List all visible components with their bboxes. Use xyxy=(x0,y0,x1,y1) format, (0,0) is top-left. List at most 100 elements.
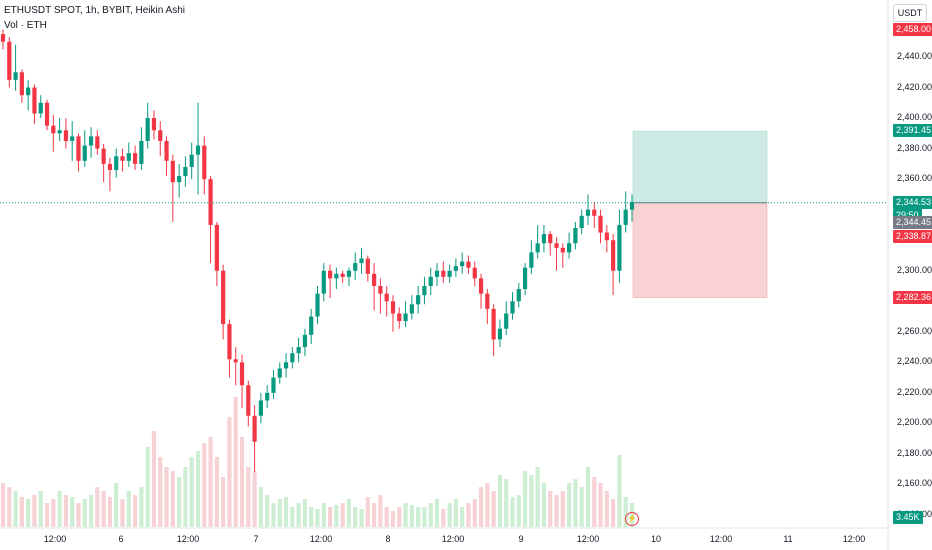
volume-tag: 3.45K xyxy=(893,511,923,524)
candle-body xyxy=(302,334,308,348)
volume-bar xyxy=(422,507,427,527)
price-axis-label: 2,180.00 xyxy=(897,447,932,458)
volume-bar xyxy=(239,437,245,527)
candle-body xyxy=(44,102,50,126)
volume-bar xyxy=(522,471,528,527)
currency-button[interactable]: USDT xyxy=(893,4,927,22)
volume-bar xyxy=(177,477,182,527)
candle-body xyxy=(277,368,282,378)
time-axis-label: 12:00 xyxy=(576,534,600,544)
volume-bar xyxy=(151,431,157,527)
candle-body xyxy=(145,118,150,141)
candle-body xyxy=(441,270,446,277)
volume-bar xyxy=(290,507,295,527)
time-axis-label: 12:00 xyxy=(43,534,67,544)
candle-body xyxy=(617,224,622,271)
volume-bar xyxy=(120,499,125,527)
profit-zone xyxy=(632,130,768,204)
candle-body xyxy=(7,41,12,80)
volume-bar xyxy=(403,503,408,527)
candle-body xyxy=(233,359,238,363)
candle-body xyxy=(164,140,169,161)
volume-bar xyxy=(372,503,377,527)
price-axis-label: 2,200.00 xyxy=(897,417,932,428)
candle-body xyxy=(340,273,345,277)
volume-bar xyxy=(409,505,414,527)
time-axis-label: 12:00 xyxy=(309,534,333,544)
volume-bar xyxy=(7,487,12,527)
volume-bar xyxy=(472,499,477,527)
candle-body xyxy=(315,293,320,317)
volume-bar xyxy=(434,499,440,527)
volume-bar xyxy=(44,503,50,527)
candle-body xyxy=(239,362,245,386)
volume-bar xyxy=(164,467,169,527)
candle-body xyxy=(151,118,157,131)
volume-bar xyxy=(598,483,603,527)
stop-price-tag: 2,282.36 xyxy=(893,290,932,304)
candle-body xyxy=(403,313,408,322)
candle-body xyxy=(629,202,635,210)
candle-body xyxy=(422,286,427,296)
candle-body xyxy=(321,270,326,294)
volume-bar xyxy=(13,491,18,527)
candle-body xyxy=(327,270,333,279)
candle-body xyxy=(372,273,377,286)
candle-body xyxy=(208,179,213,225)
candle-body xyxy=(189,154,194,167)
volume-bar xyxy=(416,507,421,527)
volume-bar xyxy=(309,507,314,527)
volume-bar xyxy=(227,417,232,527)
candle-body xyxy=(214,224,219,271)
volume-bar xyxy=(397,507,402,527)
time-axis-label: 12:00 xyxy=(842,534,866,544)
volume-bar xyxy=(617,455,622,527)
volume-bar xyxy=(365,497,370,527)
candle-body xyxy=(460,261,465,267)
candle-body xyxy=(227,324,232,360)
volume-bar xyxy=(340,503,345,527)
candle-body xyxy=(76,136,81,161)
candle-body xyxy=(271,377,276,393)
volume-bar xyxy=(221,477,226,527)
candle-body xyxy=(466,261,471,268)
volume-bar xyxy=(485,483,490,527)
candle-body xyxy=(365,258,370,274)
price-axis-label: 2,220.00 xyxy=(897,386,932,397)
volume-bar xyxy=(32,495,37,527)
volume-bar xyxy=(258,487,263,527)
candle-body xyxy=(522,267,528,290)
price-axis-label: 2,380.00 xyxy=(897,142,932,153)
volume-bar xyxy=(208,437,213,527)
volume-bar xyxy=(447,503,452,527)
volume-bar xyxy=(453,499,458,527)
volume-bar xyxy=(0,483,6,527)
volume-legend[interactable]: Vol · ETH xyxy=(4,20,47,31)
candle-body xyxy=(26,87,31,96)
volume-bar xyxy=(585,467,591,527)
candle-body xyxy=(535,243,540,253)
candle-body xyxy=(491,308,496,340)
candle-body xyxy=(334,273,339,279)
candle-body xyxy=(497,328,503,340)
price-axis-label: 2,240.00 xyxy=(897,356,932,367)
volume-bar xyxy=(76,503,81,527)
volume-bar xyxy=(202,443,207,527)
symbol-legend[interactable]: ETHUSDT SPOT, 1h, BYBIT, Heikin Ashi xyxy=(4,5,185,16)
lightning-icon[interactable]: ⚡ xyxy=(625,512,639,526)
volume-bar xyxy=(296,503,301,527)
volume-bar xyxy=(170,471,175,527)
volume-bar xyxy=(107,497,113,527)
time-axis-label: 12:00 xyxy=(441,534,465,544)
candle-body xyxy=(82,145,87,161)
volume-bar xyxy=(277,499,282,527)
volume-bar xyxy=(88,495,94,527)
volume-bar xyxy=(114,483,119,527)
time-axis-label: 10 xyxy=(650,534,662,544)
time-axis-label: 12:00 xyxy=(709,534,733,544)
volume-bar xyxy=(334,505,339,527)
volume-bar xyxy=(611,499,616,527)
candle-body xyxy=(353,263,358,271)
current-price-tag: 2,344.53 xyxy=(893,195,932,209)
